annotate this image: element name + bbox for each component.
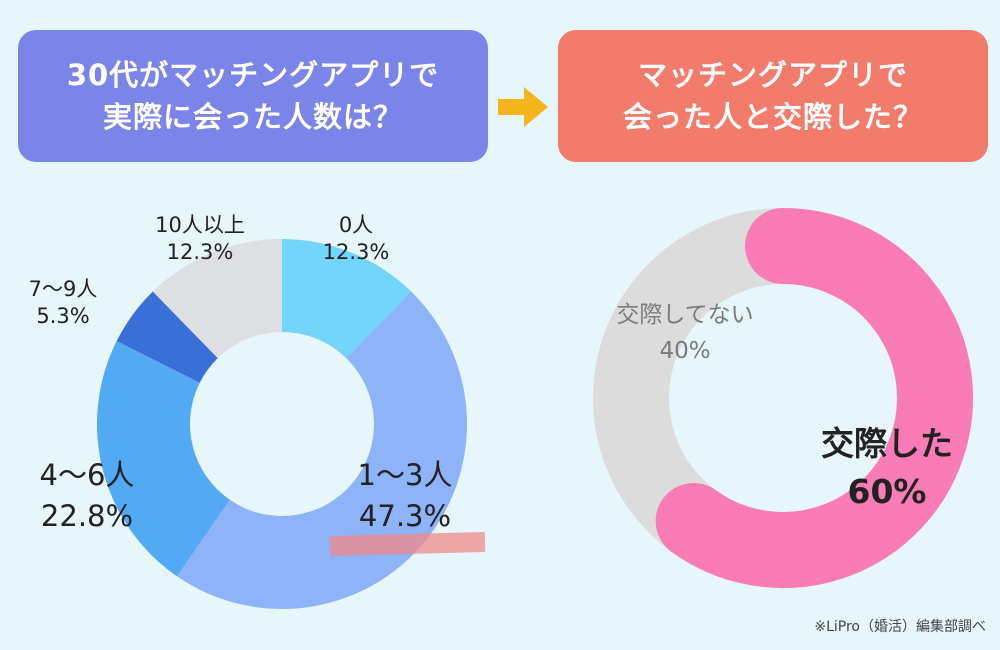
slice-value-text: 22.8%	[40, 498, 134, 533]
slice-label-0: 0人 12.3%	[296, 212, 416, 267]
source-note: ※LiPro（婚活）編集部調べ	[814, 619, 986, 635]
slice-value-text: 12.3%	[166, 240, 234, 265]
slice-label-4: 10人以上 12.3%	[130, 212, 270, 267]
slice-label-text: 4〜6人	[39, 458, 135, 492]
slice-label-text: 0人	[338, 213, 374, 237]
highlight-marker	[329, 531, 486, 557]
left-title-line1: 30代がマッチングアプリで	[66, 57, 440, 92]
slice-label-3: 7〜9人 5.3%	[8, 276, 118, 331]
donut-slice-1	[177, 291, 467, 609]
slice-value-text: 40%	[659, 337, 711, 364]
people-met-donut	[97, 239, 467, 609]
slice-label-1: 1〜3人 47.3%	[325, 455, 485, 536]
slice-label-text: 7〜9人	[28, 277, 98, 301]
slice-label-text: 交際した	[821, 424, 953, 463]
dated-label: 交際した 60%	[782, 420, 992, 516]
donut-slice-2	[97, 341, 230, 577]
not-dated-label: 交際してない 40%	[585, 298, 785, 369]
right-title-line2: 会った人と交際した？	[622, 100, 923, 134]
donut-slice-0	[655, 208, 973, 588]
slice-label-2: 4〜6人 22.8%	[12, 455, 162, 536]
slice-value-text: 5.3%	[36, 304, 90, 329]
right-arrow-icon	[498, 87, 548, 127]
right-title-line1: マッチングアプリで	[637, 57, 908, 92]
donut-slice-0	[282, 239, 412, 359]
slice-label-text: 10人以上	[155, 213, 245, 237]
left-question-header: 30代がマッチングアプリで 実際に会った人数は？	[18, 30, 488, 162]
right-question-header: マッチングアプリで 会った人と交際した？	[558, 30, 988, 162]
donut-slice-3	[116, 291, 218, 383]
dated-donut	[593, 208, 973, 588]
slice-value-text: 47.3%	[358, 498, 452, 533]
slice-label-text: 1〜3人	[357, 458, 453, 492]
slice-value-text: 12.3%	[322, 240, 390, 265]
slice-label-text: 交際してない	[616, 302, 754, 328]
donut-slice-4	[152, 239, 282, 359]
slice-value-text: 60%	[847, 471, 927, 511]
left-title-line2: 実際に会った人数は？	[102, 100, 403, 134]
